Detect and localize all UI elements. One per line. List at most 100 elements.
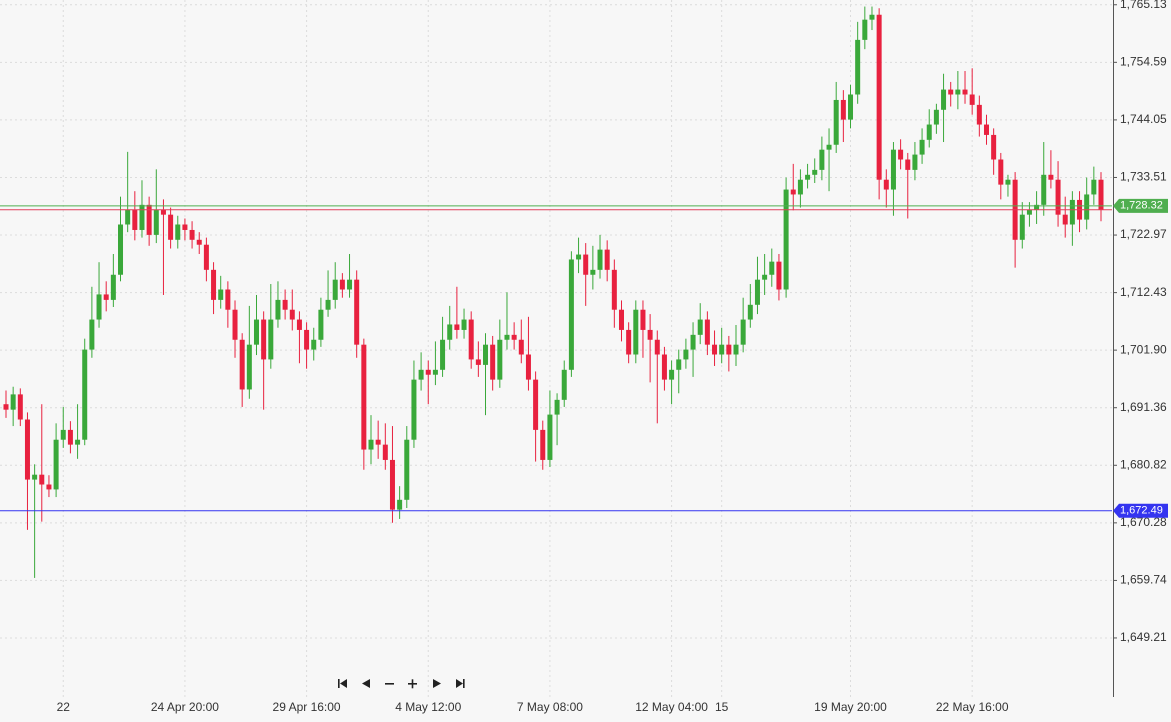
- candle-body: [432, 369, 438, 375]
- candle-body: [296, 319, 302, 330]
- x-tick-label: 12 May 04:00: [635, 700, 708, 714]
- candle-body: [125, 209, 131, 225]
- candle-body: [676, 359, 682, 370]
- candle-body: [855, 39, 861, 95]
- y-tick-label: 1,712.43: [1120, 285, 1167, 299]
- nav-first[interactable]: [338, 679, 347, 688]
- candle-body: [411, 379, 417, 440]
- price-label-box: [1113, 198, 1168, 213]
- candle-body: [833, 99, 839, 145]
- candle-body: [611, 269, 617, 310]
- candle-body: [225, 289, 231, 310]
- candle-body: [912, 154, 918, 170]
- y-tick-label: 1,733.51: [1120, 170, 1167, 184]
- candles: [3, 6, 1104, 578]
- candle-body: [361, 344, 367, 450]
- candle-body: [1005, 179, 1011, 185]
- y-tick-label: 1,701.90: [1120, 342, 1167, 356]
- candle-body: [640, 309, 646, 330]
- candle-body: [46, 484, 52, 490]
- candle-body: [933, 109, 939, 125]
- candle-body: [189, 229, 195, 240]
- candle-body: [661, 354, 667, 380]
- candle-body: [769, 261, 775, 275]
- candle-body: [561, 369, 567, 400]
- candle-body: [468, 319, 474, 360]
- candle-body: [32, 474, 38, 480]
- candle-body: [89, 319, 95, 350]
- candle-body: [339, 279, 345, 290]
- nav-prev[interactable]: [362, 679, 370, 688]
- candle-body: [454, 324, 460, 330]
- candle-body: [955, 89, 961, 95]
- candle-body: [475, 359, 481, 365]
- candle-body: [382, 444, 388, 460]
- candle-body: [268, 319, 274, 360]
- candle-body: [848, 94, 854, 120]
- candle-body: [1091, 179, 1097, 195]
- candle-body: [461, 319, 467, 330]
- candle-body: [67, 429, 73, 445]
- candle-body: [53, 439, 59, 490]
- nav-zoom-in[interactable]: [408, 679, 417, 689]
- candle-body: [118, 224, 124, 275]
- candle-body: [39, 474, 45, 485]
- candle-body: [590, 269, 596, 275]
- price-label: 1,672.49: [1120, 505, 1163, 517]
- candle-body: [203, 244, 209, 270]
- candle-body: [733, 344, 739, 355]
- candle-body: [783, 189, 789, 290]
- candle-body: [311, 339, 317, 350]
- nav-last[interactable]: [456, 679, 465, 688]
- candle-body: [1041, 174, 1047, 205]
- x-tick-label: 7 May 08:00: [517, 700, 583, 714]
- candle-body: [991, 134, 997, 160]
- candle-body: [354, 279, 360, 345]
- candle-body: [504, 334, 510, 340]
- candle-body: [812, 169, 818, 175]
- candle-body: [196, 239, 202, 245]
- candle-body: [540, 429, 546, 460]
- candle-body: [633, 309, 639, 355]
- candle-body: [604, 249, 610, 270]
- candle-body: [375, 439, 381, 445]
- candle-body: [175, 224, 181, 240]
- candle-body: [726, 344, 732, 355]
- candle-body: [146, 204, 152, 235]
- candle-body: [669, 369, 675, 380]
- candle-body: [397, 499, 403, 510]
- candle-body: [647, 329, 653, 340]
- candle-body: [583, 254, 589, 275]
- candle-body: [941, 89, 947, 110]
- candle-body: [17, 394, 23, 420]
- y-tick-label: 1,649.21: [1120, 630, 1167, 644]
- y-tick-label: 1,680.82: [1120, 457, 1167, 471]
- candle-body: [168, 214, 174, 240]
- candle-body: [576, 254, 582, 260]
- x-tick-label: 15: [715, 700, 729, 714]
- y-tick-label: 1,744.05: [1120, 112, 1167, 126]
- x-tick-label: 4 May 12:00: [395, 700, 461, 714]
- candle-body: [762, 274, 768, 280]
- candle-body: [654, 339, 660, 355]
- candle-body: [103, 294, 109, 300]
- candle-body: [132, 209, 138, 230]
- candle-body: [368, 439, 374, 450]
- candle-body: [776, 261, 782, 290]
- candle-body: [1084, 194, 1090, 220]
- candle-body: [883, 179, 889, 190]
- candle-body: [597, 249, 603, 270]
- candle-body: [983, 124, 989, 135]
- candle-body: [440, 339, 446, 370]
- candle-body: [182, 224, 188, 230]
- candle-body: [75, 439, 81, 445]
- nav-zoom-out[interactable]: [385, 683, 394, 685]
- nav-next[interactable]: [433, 679, 441, 688]
- price-label: 1,728.32: [1120, 200, 1163, 212]
- candle-body: [898, 149, 904, 160]
- candle-body: [425, 369, 431, 375]
- price-label-box: [1113, 503, 1168, 518]
- candle-body: [547, 414, 553, 460]
- candle-body: [60, 429, 66, 440]
